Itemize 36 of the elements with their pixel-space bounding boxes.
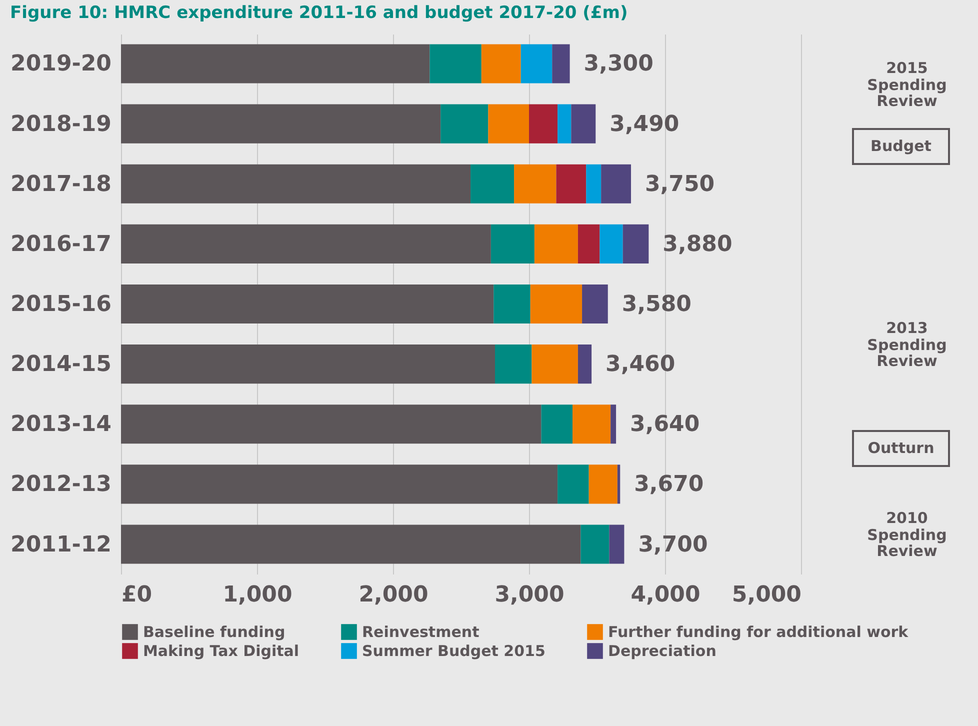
y-tick-label: 2018-19 bbox=[10, 112, 112, 137]
legend-label: Reinvestment bbox=[362, 623, 480, 641]
total-label: 3,670 bbox=[634, 472, 704, 498]
legend-label: Further funding for additional work bbox=[608, 623, 910, 641]
y-tick-label: 2014-15 bbox=[10, 352, 112, 378]
chart-title: Figure 10: HMRC expenditure 2011-16 and budget 2017-20 (£m) bbox=[10, 3, 628, 23]
y-tick-label: 2016-17 bbox=[10, 232, 112, 257]
y-tick-label: 2011-12 bbox=[10, 532, 112, 558]
text: 2015 Spending Review bbox=[866, 59, 948, 110]
x-tick-label: 3,000 bbox=[494, 582, 564, 608]
total-label: 3,750 bbox=[645, 172, 715, 197]
x-tick-label: £0 bbox=[122, 582, 152, 608]
text: Outturn bbox=[852, 430, 950, 466]
total-label: 3,640 bbox=[630, 412, 700, 438]
y-tick-label: 2019-20 bbox=[10, 52, 112, 77]
legend-label: Summer Budget 2015 bbox=[362, 642, 546, 660]
y-tick-label: 2013-14 bbox=[10, 412, 112, 438]
text: 2013 Spending Review bbox=[866, 319, 948, 370]
x-tick-label: 5,000 bbox=[732, 582, 802, 608]
total-label: 3,700 bbox=[638, 532, 708, 558]
text: 2010 Spending Review bbox=[866, 509, 948, 560]
y-tick-label: 2015-16 bbox=[10, 292, 112, 317]
x-tick-label: 2,000 bbox=[358, 582, 428, 608]
total-label: 3,880 bbox=[662, 232, 732, 257]
x-tick-label: 4,000 bbox=[630, 582, 700, 608]
total-label: 3,300 bbox=[584, 52, 654, 77]
total-label: 3,460 bbox=[606, 352, 676, 378]
legend-label: Baseline funding bbox=[143, 623, 286, 641]
legend-label: Making Tax Digital bbox=[143, 642, 300, 660]
x-tick-label: 1,000 bbox=[222, 582, 292, 608]
total-label: 3,580 bbox=[622, 292, 692, 317]
legend-label: Depreciation bbox=[608, 642, 716, 660]
total-label: 3,490 bbox=[610, 112, 680, 137]
text: Budget bbox=[852, 128, 950, 164]
y-tick-label: 2012-13 bbox=[10, 472, 112, 498]
y-tick-label: 2017-18 bbox=[10, 172, 112, 197]
